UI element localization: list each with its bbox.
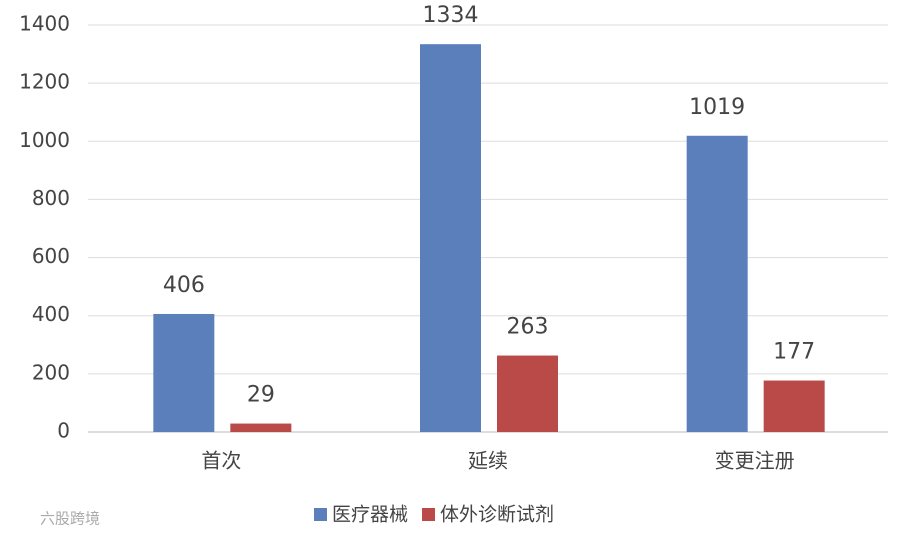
bar: [420, 44, 481, 433]
data-label: 406: [163, 273, 205, 298]
data-label: 177: [773, 340, 815, 365]
legend-swatch: [422, 508, 436, 521]
data-label: 1019: [689, 95, 745, 120]
y-tick-label: 400: [32, 302, 70, 326]
y-tick-label: 600: [32, 244, 70, 268]
y-tick-label: 1200: [19, 70, 70, 94]
y-tick-label: 0: [57, 419, 70, 443]
bar: [230, 423, 292, 432]
y-tick-label: 200: [32, 360, 70, 384]
legend-swatch: [314, 508, 327, 521]
x-tick-label: 首次: [201, 449, 241, 473]
bar: [686, 135, 748, 432]
bar: [153, 313, 215, 432]
data-label: 1334: [423, 3, 479, 28]
data-label: 263: [507, 315, 549, 340]
watermark: 六股跨境: [40, 510, 100, 528]
y-tick-label: 1000: [19, 128, 70, 152]
bar: [497, 355, 558, 432]
legend-label: 体外诊断试剂: [440, 504, 554, 526]
bar: [763, 380, 825, 432]
y-tick-label: 800: [32, 186, 70, 210]
legend-label: 医疗器械: [332, 504, 408, 526]
x-tick-label: 变更注册: [715, 449, 795, 473]
data-label: 29: [247, 383, 275, 408]
x-tick-label: 延续: [468, 449, 508, 473]
y-tick-label: 1400: [19, 12, 70, 36]
